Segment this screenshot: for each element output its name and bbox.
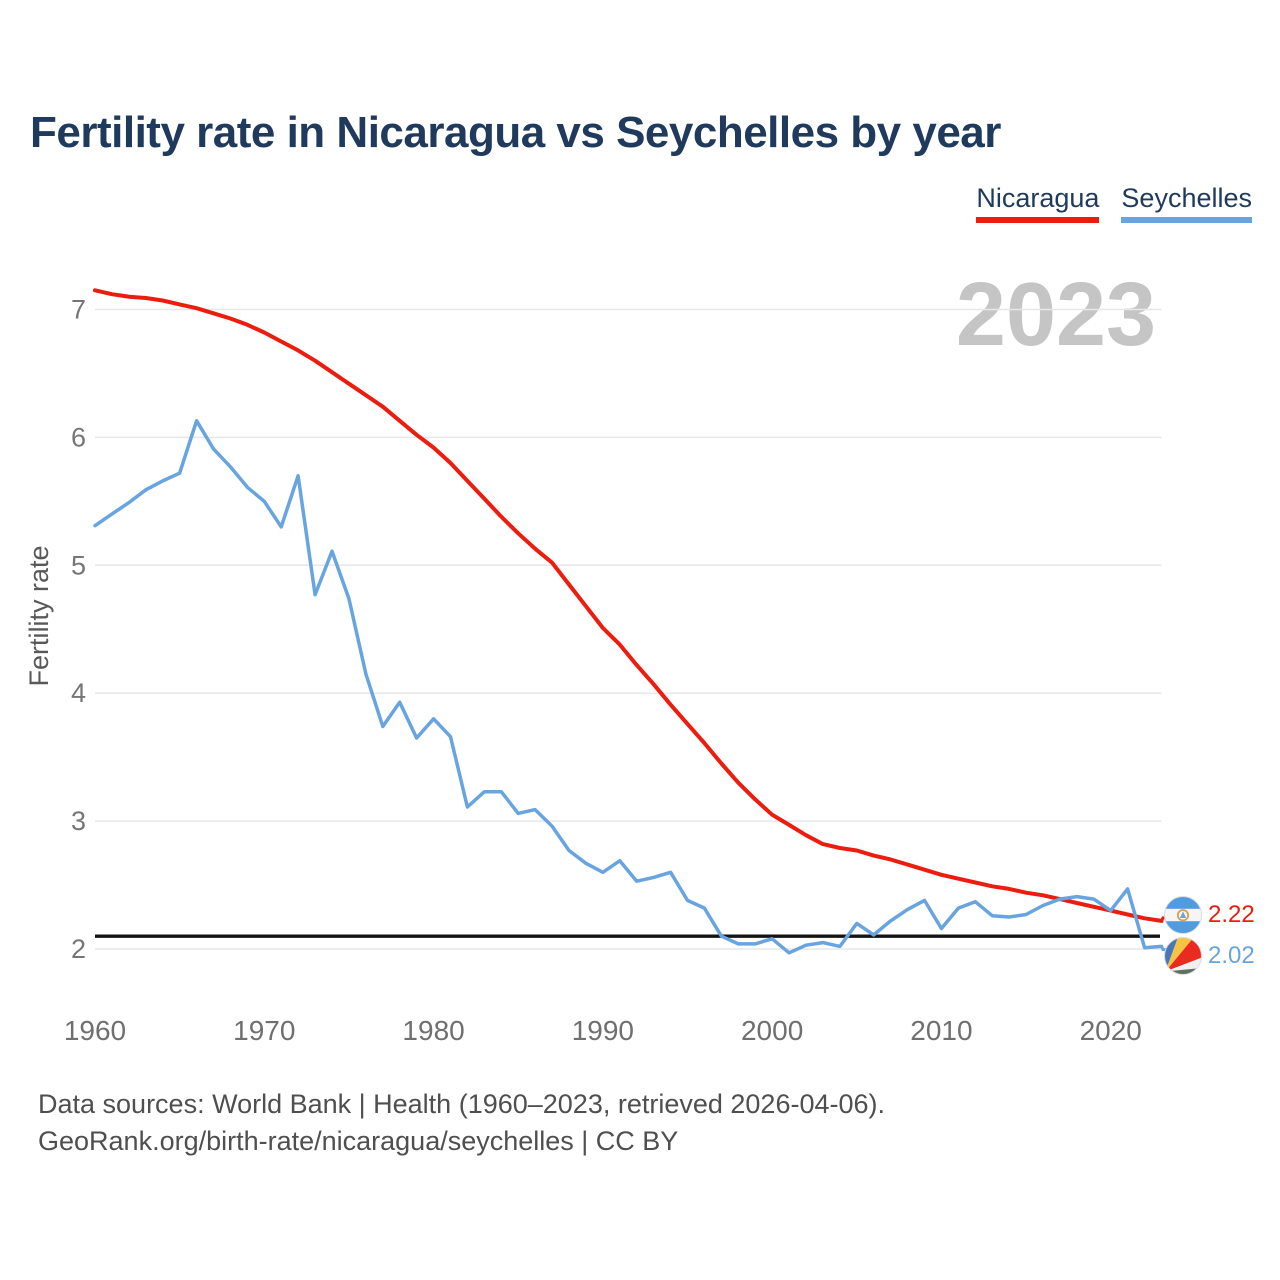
page-title: Fertility rate in Nicaragua vs Seychelle… [30, 108, 1001, 157]
series-lines [93, 288, 1168, 955]
seychelles-latest-value: 2.02 [1208, 942, 1255, 969]
seychelles-flag-icon [1164, 937, 1202, 975]
georank-link-line: GeoRank.org/birth-rate/nicaragua/seychel… [38, 1126, 679, 1156]
x-tick-1980: 1980 [402, 1015, 464, 1046]
source-attribution: Data sources: World Bank | Health (1960–… [38, 1086, 885, 1160]
y-tick-7: 7 [71, 295, 86, 325]
y-tick-4: 4 [71, 678, 86, 708]
y-axis-label: Fertility rate [24, 545, 54, 686]
x-tick-1970: 1970 [233, 1015, 295, 1046]
legend-item-nicaragua[interactable]: Nicaragua [976, 183, 1100, 223]
legend-item-seychelles[interactable]: Seychelles [1121, 183, 1252, 223]
nicaragua-flag-icon [1164, 896, 1202, 934]
y-tick-3: 3 [71, 806, 86, 836]
data-sources-line: Data sources: World Bank | Health (1960–… [38, 1089, 885, 1119]
watermark-year: 2023 [956, 265, 1156, 365]
x-tick-1990: 1990 [572, 1015, 634, 1046]
y-axis-title: Fertility rate [24, 545, 54, 686]
nicaragua-line [93, 288, 1164, 923]
x-tick-1960: 1960 [64, 1015, 126, 1046]
nicaragua-latest-value: 2.22 [1208, 901, 1255, 928]
gridlines [95, 308, 1162, 950]
x-tick-2000: 2000 [741, 1015, 803, 1046]
x-axis-ticks: 1960 1970 1980 1990 2000 2010 2020 [64, 1015, 1142, 1046]
end-value-labels: 2.22 2.02 [1208, 901, 1255, 969]
y-axis-ticks: 2 3 4 5 6 7 [71, 295, 86, 965]
y-tick-5: 5 [71, 550, 86, 580]
watermark-2023: 2023 [956, 265, 1156, 365]
y-tick-2: 2 [71, 934, 86, 964]
x-tick-2010: 2010 [910, 1015, 972, 1046]
seychelles-line [93, 419, 1164, 955]
y-tick-6: 6 [71, 422, 86, 452]
legend: Nicaragua Seychelles [976, 183, 1252, 223]
x-tick-2020: 2020 [1080, 1015, 1142, 1046]
flag-icons [1164, 896, 1202, 975]
